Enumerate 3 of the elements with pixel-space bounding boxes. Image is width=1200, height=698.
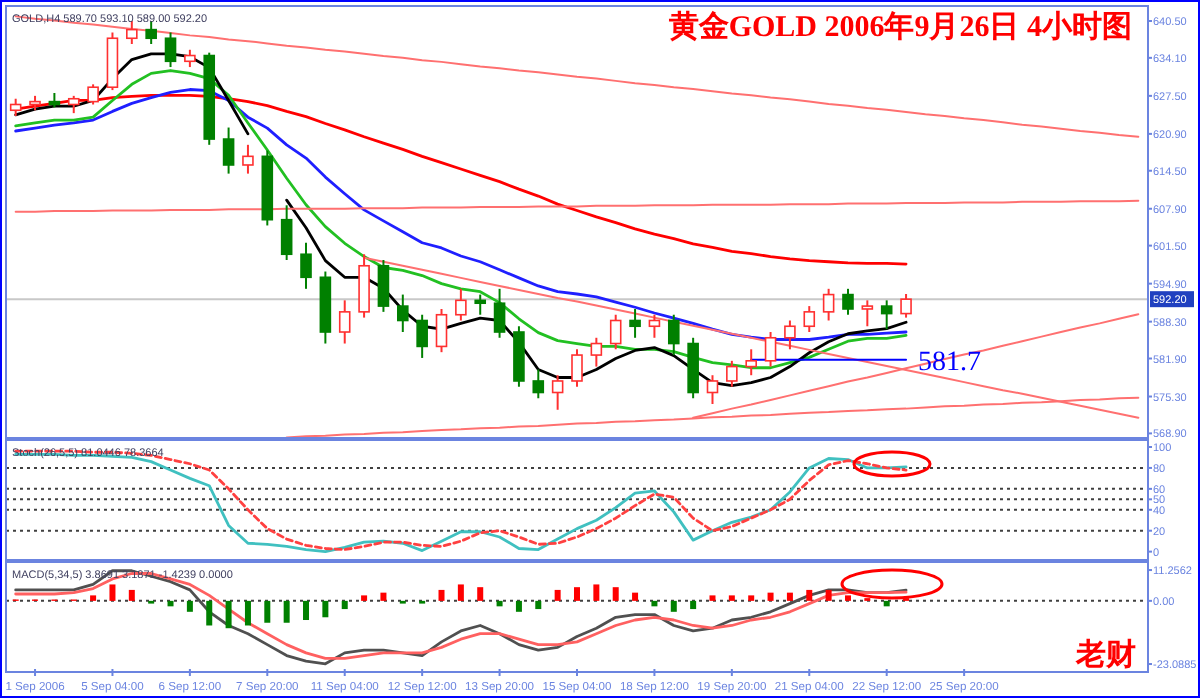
annotation: 老财 xyxy=(1074,638,1136,672)
annotation: 581.7 xyxy=(918,347,982,378)
chart-title: 黄金GOLD 2006年9月26日 4小时图 xyxy=(666,10,1132,44)
